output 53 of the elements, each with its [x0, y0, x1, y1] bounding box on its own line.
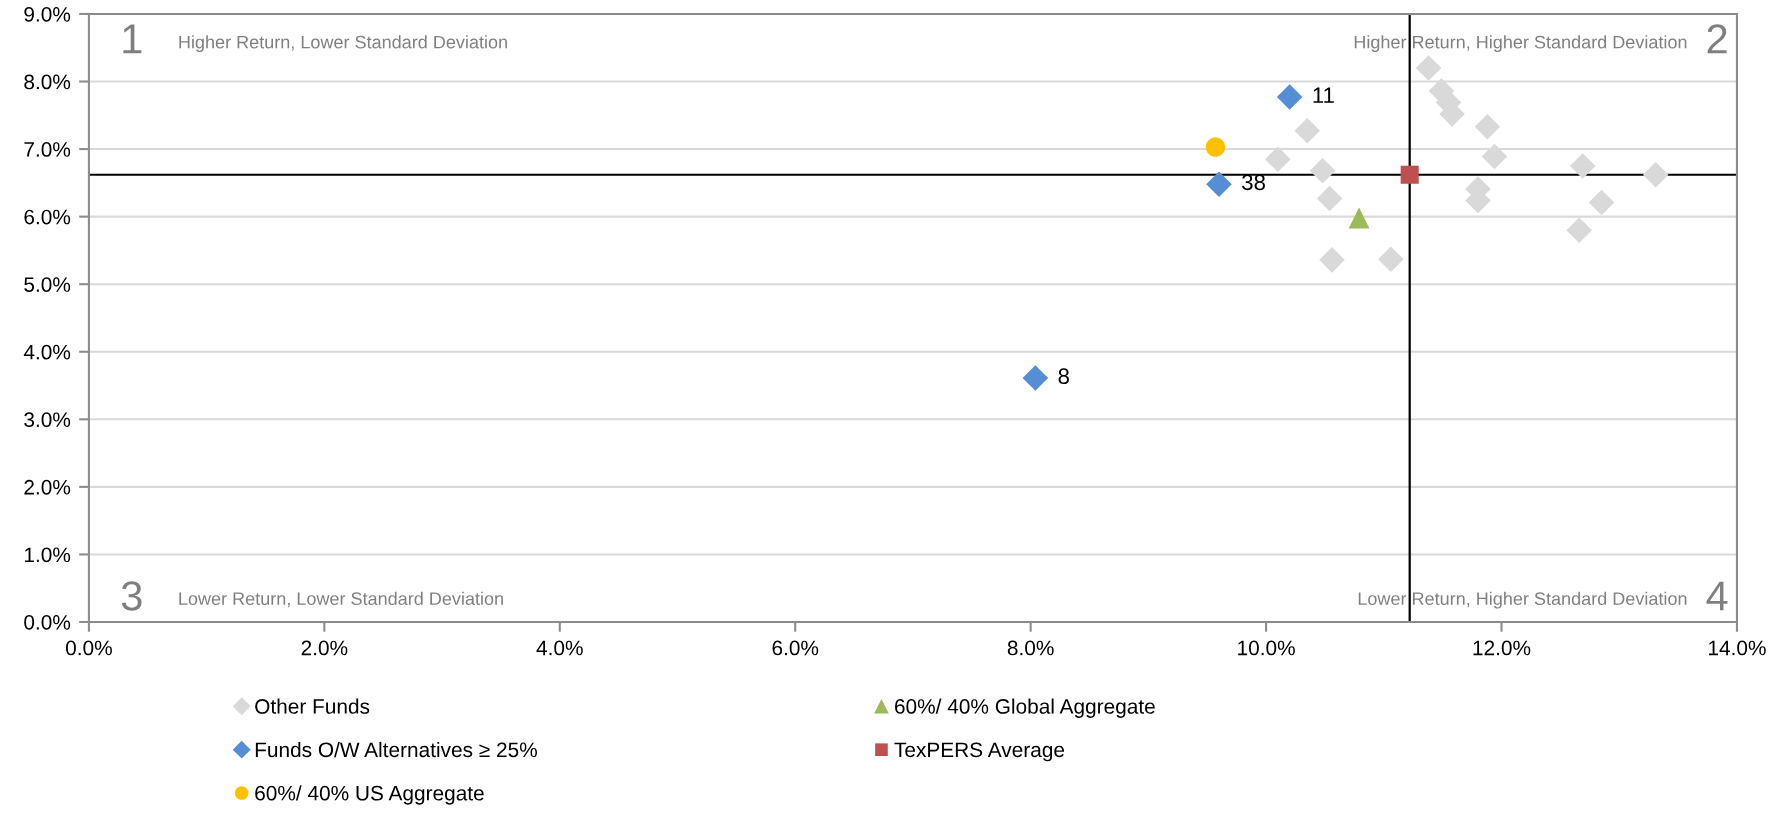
y-tick-label: 5.0% — [24, 277, 71, 292]
y-tick-label: 1.0% — [24, 547, 71, 563]
point — [1265, 146, 1291, 172]
annotation: 38 — [1242, 174, 1265, 191]
point — [1642, 161, 1669, 188]
point — [1588, 189, 1615, 216]
x-tick-label: 8.0% — [1007, 640, 1054, 656]
annotation: 3 — [121, 581, 142, 611]
annotation: 1 — [123, 24, 142, 54]
annotation: Higher Return, Lower Standard Deviation — [179, 35, 507, 53]
point — [1481, 143, 1508, 170]
point — [1400, 165, 1419, 184]
x-tick-label: 2.0% — [301, 640, 348, 656]
legend-label: 60%/ 40% Global Aggregate — [895, 698, 1155, 718]
point — [1319, 247, 1345, 273]
point — [1474, 114, 1501, 140]
legend-label: TexPERS Average — [894, 742, 1065, 762]
x-tick-label: 10.0% — [1238, 640, 1295, 656]
annotation: 4 — [1706, 581, 1728, 611]
point — [1022, 365, 1049, 391]
legend-label: Funds O/W Alternatives ≥ 25% — [255, 741, 537, 758]
point — [1309, 157, 1336, 184]
point — [1206, 171, 1232, 197]
y-tick-label: 6.0% — [24, 209, 71, 225]
y-tick-label: 9.0% — [24, 6, 71, 22]
annotation: 8 — [1058, 368, 1069, 385]
y-tick-label: 3.0% — [24, 412, 71, 428]
point — [1276, 84, 1303, 110]
annotation: 11 — [1313, 87, 1334, 103]
point — [1348, 207, 1370, 229]
annotation: Lower Return, Lower Standard Deviation — [179, 591, 503, 608]
x-tick-label: 4.0% — [536, 640, 583, 656]
point — [1378, 246, 1404, 272]
y-tick-label: 0.0% — [24, 614, 71, 630]
x-tick-label: 12.0% — [1473, 640, 1531, 656]
y-tick-label: 4.0% — [23, 344, 71, 360]
annotation: Lower Return, Higher Standard Deviation — [1358, 591, 1687, 609]
x-tick-label: 6.0% — [772, 640, 819, 656]
point — [1294, 118, 1321, 144]
y-tick-label: 2.0% — [24, 479, 71, 495]
annotation: 2 — [1707, 24, 1727, 54]
y-tick-label: 7.0% — [24, 142, 71, 157]
legend-label: 60%/ 40% US Aggregate — [255, 785, 484, 805]
legend-label: Other Funds — [255, 698, 370, 714]
y-tick-label: 8.0% — [24, 74, 71, 90]
point — [1316, 185, 1343, 212]
point — [1569, 153, 1596, 179]
point — [1566, 217, 1592, 243]
x-tick-label: 0.0% — [65, 640, 112, 656]
point — [1415, 55, 1442, 81]
annotation: Higher Return, Higher Standard Deviation — [1354, 35, 1687, 53]
x-tick-label: 14.0% — [1708, 640, 1766, 656]
point — [1205, 137, 1226, 157]
